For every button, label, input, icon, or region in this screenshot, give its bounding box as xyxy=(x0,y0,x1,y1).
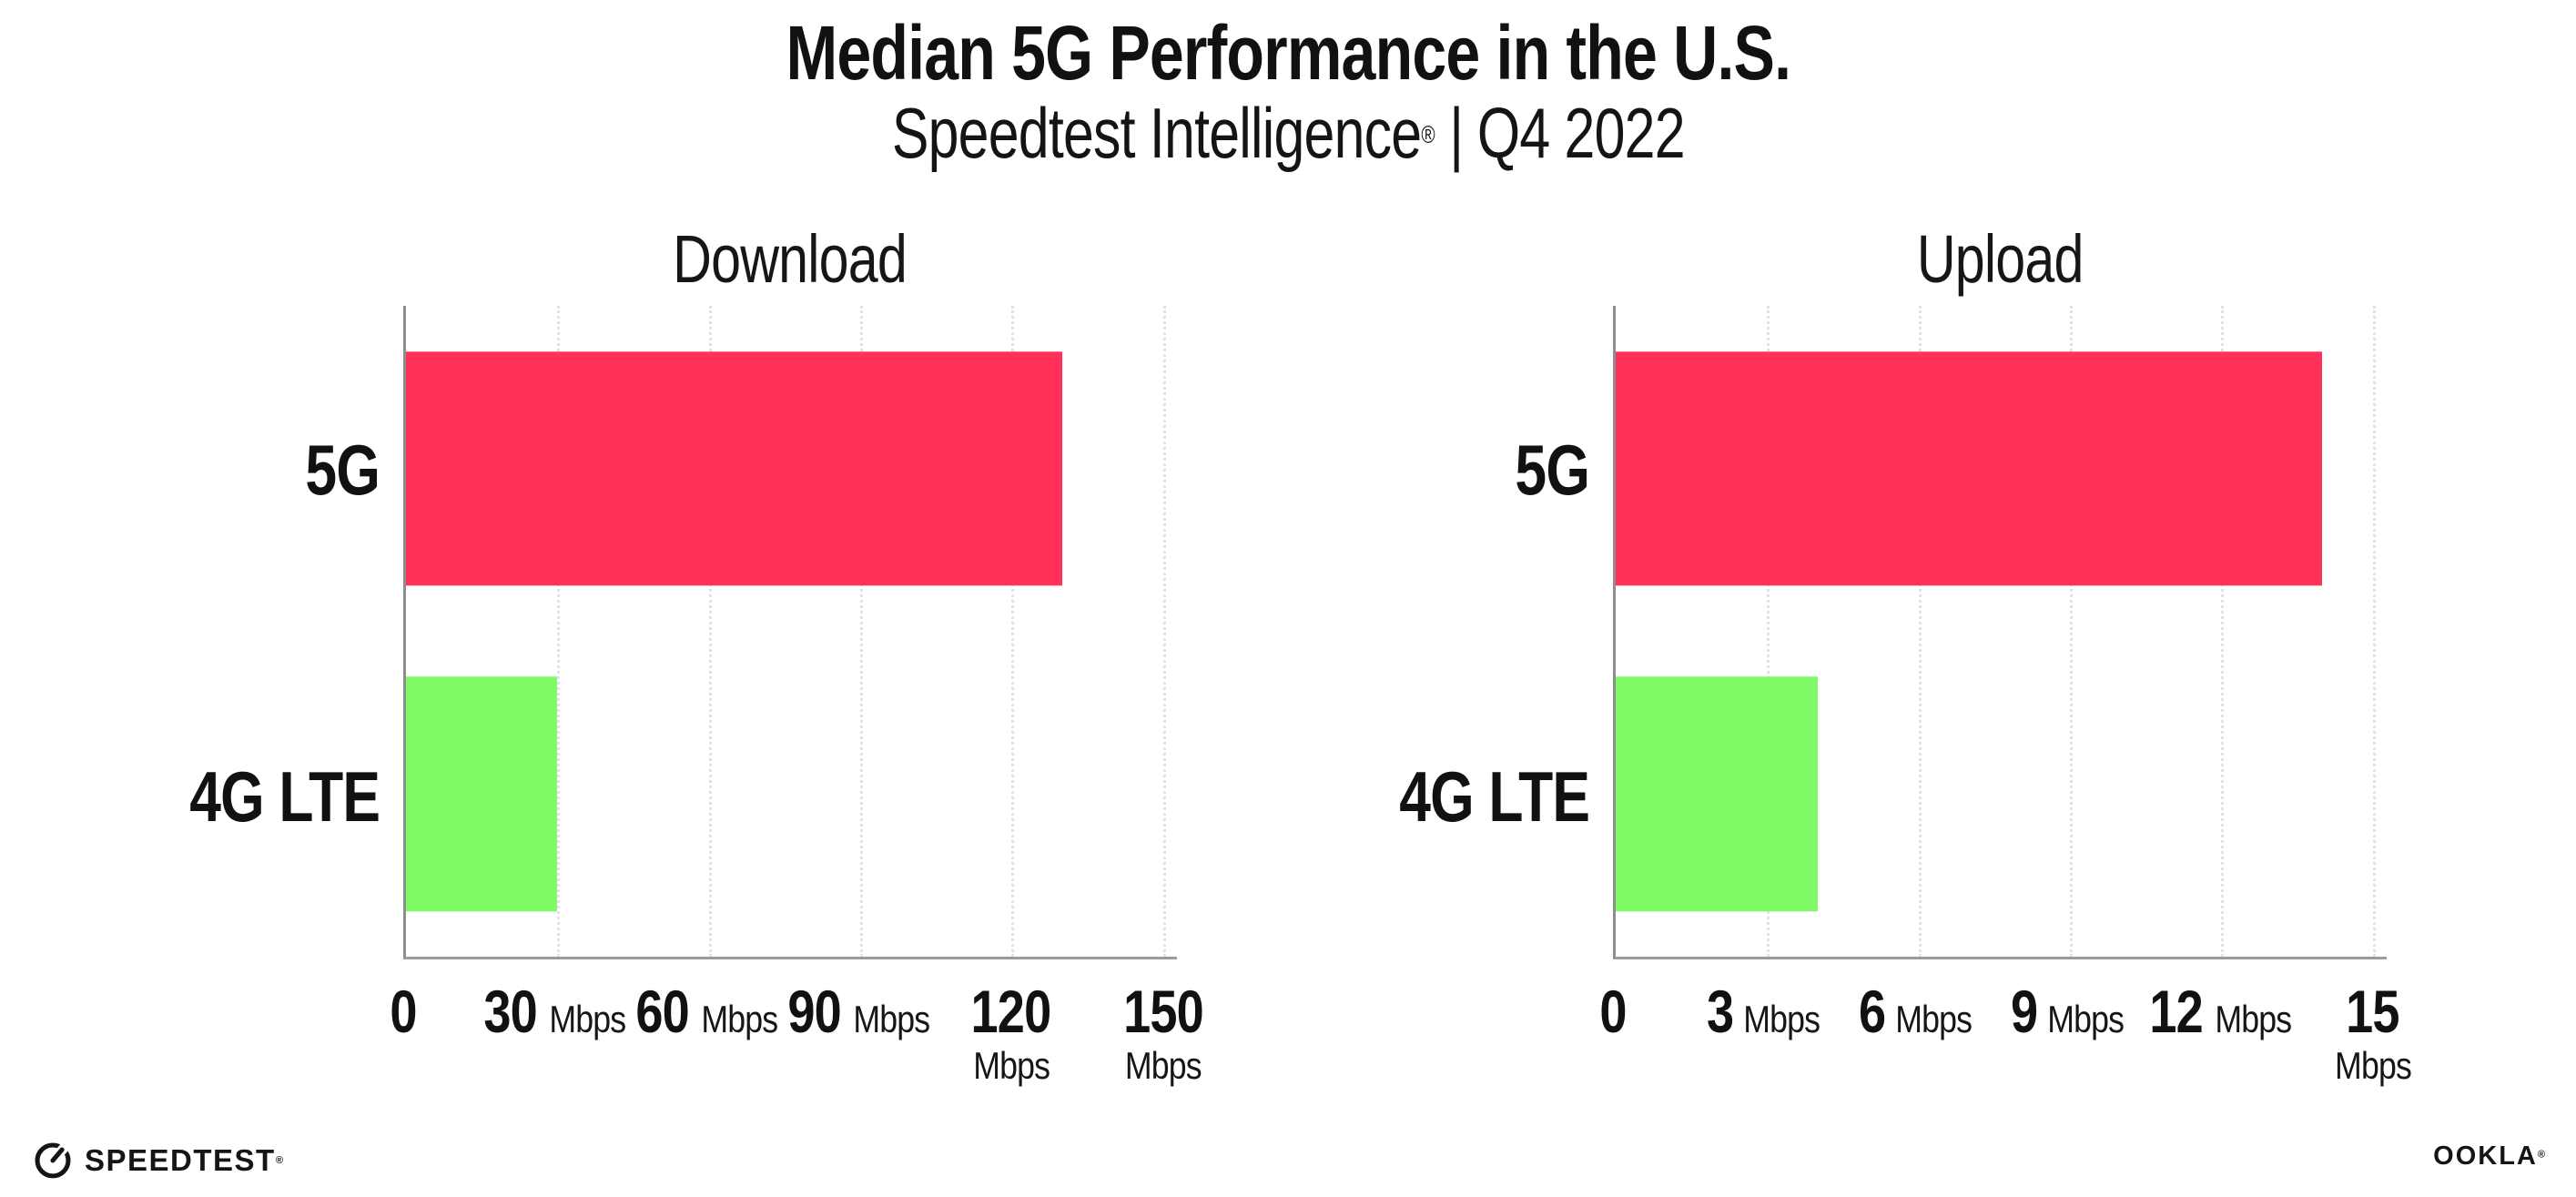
upload-chart: Upload 0 3 Mbps 6 Mbps 9 Mbps 12 Mbps 15Mbps 5G 4G … xyxy=(1399,226,2411,1085)
x-tick-30: 30 Mbps xyxy=(478,981,633,1041)
registered-mark: ® xyxy=(275,1154,283,1166)
x-tick-0: 0 xyxy=(1597,981,1629,1041)
x-tick-value: 30 xyxy=(483,978,537,1045)
x-tick-unit: Mbps xyxy=(2046,998,2125,1040)
download-chart: Download 0 30 Mbps 60 Mbps 90 Mbps 120Mbps 150Mb… xyxy=(189,226,1203,1085)
x-tick-value: 3 xyxy=(1706,978,1734,1045)
x-tick-value: 12 xyxy=(2149,978,2203,1045)
x-tick-value: 15 xyxy=(2346,978,2399,1045)
ookla-logo: OOKLA® xyxy=(2433,1143,2545,1170)
registered-mark: ® xyxy=(2537,1149,2545,1161)
bar-5g xyxy=(1616,351,2323,586)
x-tick-unit: Mbps xyxy=(701,998,779,1040)
x-tick-value: 0 xyxy=(1599,978,1627,1045)
bar-4g-lte xyxy=(406,676,558,911)
gridline-3 xyxy=(1767,306,1770,957)
gridline-12 xyxy=(2221,306,2225,957)
download-chart-title: Download xyxy=(673,221,908,297)
x-tick-unit: Mbps xyxy=(549,998,627,1040)
x-tick-150: 150Mbps xyxy=(1114,981,1212,1085)
x-tick-6: 6 Mbps xyxy=(1856,981,1978,1041)
upload-plot-area xyxy=(1613,306,2387,959)
x-tick-12: 12 Mbps xyxy=(2144,981,2298,1041)
gridline-120 xyxy=(1011,306,1015,957)
subtitle-brand: Speedtest Intelligence xyxy=(891,93,1422,173)
subtitle-separator: | xyxy=(1448,93,1464,173)
subtitle-period: Q4 2022 xyxy=(1476,93,1686,173)
gridline-60 xyxy=(708,306,712,957)
x-tick-0: 0 xyxy=(387,981,420,1041)
gridline-9 xyxy=(2070,306,2074,957)
y-category-label-5g: 5G xyxy=(1515,429,1589,510)
figure-title: Median 5G Performance in the U.S. xyxy=(0,13,2576,93)
gridline-150 xyxy=(1162,306,1166,957)
x-tick-90: 90 Mbps xyxy=(782,981,937,1041)
y-category-label-4g-lte: 4G LTE xyxy=(189,756,380,837)
x-tick-unit: Mbps xyxy=(1894,998,1973,1040)
x-tick-value: 120 xyxy=(970,978,1052,1045)
x-tick-unit: Mbps xyxy=(2334,1044,2412,1087)
download-plot-area xyxy=(403,306,1177,959)
x-tick-60: 60 Mbps xyxy=(630,981,785,1041)
x-tick-unit: Mbps xyxy=(1742,998,1820,1040)
x-tick-120: 120Mbps xyxy=(928,981,1094,1085)
upload-chart-title: Upload xyxy=(1916,221,2084,297)
speedtest-logo: SPEEDTEST® xyxy=(33,1140,283,1180)
x-tick-9: 9 Mbps xyxy=(2008,981,2130,1041)
gridline-90 xyxy=(860,306,864,957)
gridline-6 xyxy=(1918,306,1922,957)
x-tick-unit: Mbps xyxy=(972,1044,1050,1087)
figure-title-text: Median 5G Performance in the U.S. xyxy=(786,10,1791,96)
x-tick-unit: Mbps xyxy=(1124,1044,1202,1087)
registered-mark: ® xyxy=(1421,120,1435,148)
x-tick-value: 6 xyxy=(1858,978,1886,1045)
x-tick-unit: Mbps xyxy=(2215,998,2293,1040)
y-category-label-5g: 5G xyxy=(305,429,380,510)
x-tick-unit: Mbps xyxy=(853,998,931,1040)
x-tick-value: 9 xyxy=(2010,978,2038,1045)
x-tick-value: 0 xyxy=(390,978,417,1045)
x-tick-value: 60 xyxy=(635,978,689,1045)
bar-4g-lte xyxy=(1616,676,1818,911)
gridline-15 xyxy=(2372,306,2376,957)
y-category-label-4g-lte: 4G LTE xyxy=(1399,756,1590,837)
x-tick-value: 150 xyxy=(1122,978,1204,1045)
gridline-30 xyxy=(557,306,561,957)
bar-5g xyxy=(406,351,1062,586)
x-tick-15: 15Mbps xyxy=(2328,981,2418,1085)
speedtest-gauge-icon xyxy=(35,1141,71,1179)
x-tick-value: 90 xyxy=(787,978,841,1045)
ookla-logo-text: OOKLA xyxy=(2433,1141,2538,1171)
figure-subtitle-text: Speedtest Intelligence® | Q4 2022 xyxy=(891,93,1686,173)
speedtest-logo-text: SPEEDTEST® xyxy=(85,1142,283,1177)
x-tick-3: 3 Mbps xyxy=(1704,981,1826,1041)
figure-subtitle: Speedtest Intelligence® | Q4 2022 xyxy=(0,96,2576,171)
